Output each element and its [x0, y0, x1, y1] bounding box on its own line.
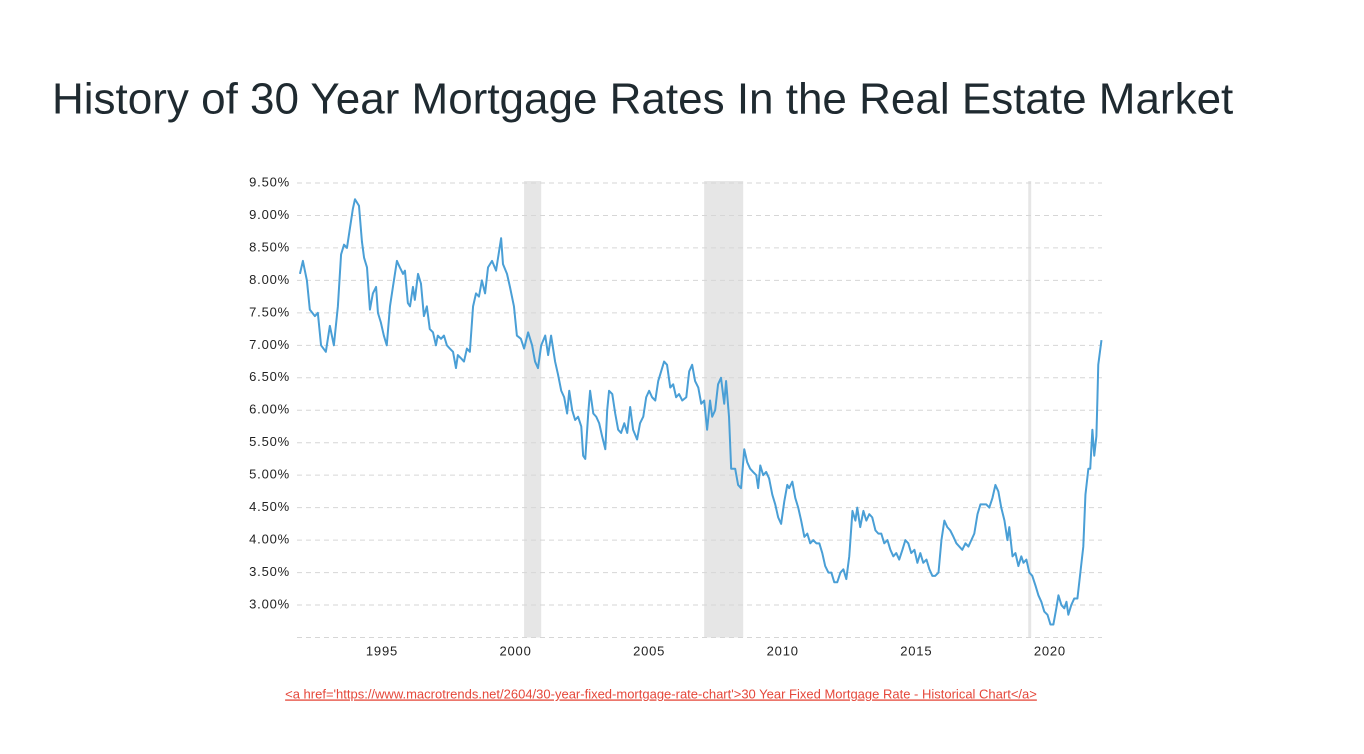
source-link[interactable]: <a href='https://www.macrotrends.net/260… [285, 686, 1037, 701]
y-tick-label: 6.00% [249, 402, 290, 417]
y-tick-label: 7.00% [249, 337, 290, 352]
x-tick-label: 1995 [366, 643, 398, 658]
y-tick-label: 8.00% [249, 272, 290, 287]
y-tick-label: 4.50% [249, 499, 290, 514]
y-tick-label: 5.50% [249, 434, 290, 449]
y-tick-label: 3.00% [249, 596, 290, 611]
y-tick-label: 6.50% [249, 369, 290, 384]
y-tick-label: 4.00% [249, 532, 290, 547]
rate-line [298, 198, 1103, 626]
y-tick-label: 8.50% [249, 239, 290, 254]
y-tick-label: 5.00% [249, 467, 290, 482]
chart-title: History of 30 Year Mortgage Rates In the… [52, 75, 1233, 124]
x-tick-label: 2000 [499, 643, 531, 658]
x-tick-label: 2015 [900, 643, 932, 658]
x-tick-label: 2010 [767, 643, 799, 658]
y-tick-label: 7.50% [249, 304, 290, 319]
y-tick-label: 3.50% [249, 564, 290, 579]
x-tick-label: 2020 [1034, 643, 1066, 658]
x-tick-label: 2005 [633, 643, 665, 658]
y-tick-label: 9.50% [249, 174, 290, 189]
recession-band [1028, 181, 1032, 638]
y-tick-label: 9.00% [249, 207, 290, 222]
recession-band [524, 181, 542, 638]
